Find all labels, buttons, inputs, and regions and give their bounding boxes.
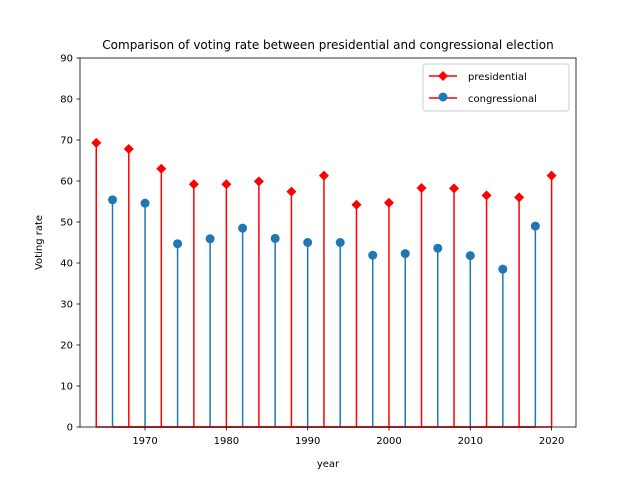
x-tick-label-1970: 1970 [132,436,157,447]
y-tick-label-70: 70 [60,136,73,147]
y-tick-label-80: 80 [60,95,73,106]
x-axis: 1970 1980 1990 2000 2010 2020 [132,427,564,447]
y-tick-label-40: 40 [60,259,73,270]
legend: presidential congressional [422,63,570,112]
y-tick-label-10: 10 [60,382,73,393]
marker-congressional-1966 [108,195,118,205]
x-tick-label-1980: 1980 [214,436,239,447]
x-tick-label-1990: 1990 [295,436,320,447]
x-tick-label-2000: 2000 [376,436,401,447]
marker-congressional-1990 [303,238,313,247]
series-presidential [91,137,557,428]
x-tick-label-2010: 2010 [458,436,483,447]
marker-presidential-1992 [318,170,329,181]
y-tick-label-60: 60 [60,177,73,188]
marker-congressional-2002 [400,249,410,259]
marker-presidential-1976 [188,179,199,190]
legend-label-presidential: presidential [468,72,527,83]
marker-presidential-2020 [546,170,557,181]
legend-marker-congressional [438,92,448,102]
y-tick-label-0: 0 [67,423,73,434]
marker-presidential-2000 [383,197,394,208]
marker-presidential-2016 [514,192,525,203]
chart-title: Comparison of voting rate between presid… [102,38,553,52]
y-tick-label-90: 90 [60,54,73,65]
x-tick-label-2020: 2020 [539,436,564,447]
marker-presidential-1964 [91,137,102,148]
legend-box [422,63,570,112]
marker-presidential-1988 [286,186,297,197]
y-tick-label-30: 30 [60,300,73,311]
marker-congressional-1974 [173,239,183,249]
marker-presidential-1980 [221,179,232,190]
marker-presidential-2004 [416,182,427,193]
marker-congressional-1982 [238,223,248,233]
marker-congressional-1986 [270,233,280,243]
marker-congressional-1978 [205,234,215,244]
marker-congressional-2010 [465,251,475,261]
marker-presidential-1996 [351,199,362,210]
marker-presidential-1984 [253,176,264,187]
marker-presidential-1968 [123,144,134,155]
x-axis-title: year [317,459,340,470]
marker-presidential-2008 [449,183,460,194]
marker-presidential-1972 [156,163,167,174]
axes-frame [79,57,577,428]
legend-entry-presidential: presidential [429,71,527,83]
y-axis-title: Voting rate [34,215,45,270]
marker-congressional-1970 [140,198,150,208]
y-tick-label-50: 50 [60,218,73,229]
marker-congressional-1994 [335,238,345,247]
y-tick-label-20: 20 [60,341,73,352]
marker-congressional-1998 [368,250,378,260]
legend-entry-congressional: congressional [429,92,537,105]
marker-congressional-2014 [498,264,508,274]
legend-marker-presidential [438,71,448,81]
marker-congressional-2006 [433,243,443,253]
y-axis: 0 10 20 30 40 50 60 70 80 90 [60,54,80,434]
legend-label-congressional: congressional [468,94,537,105]
plot-area [91,137,557,428]
marker-presidential-2012 [481,190,492,201]
marker-congressional-2018 [530,221,540,231]
